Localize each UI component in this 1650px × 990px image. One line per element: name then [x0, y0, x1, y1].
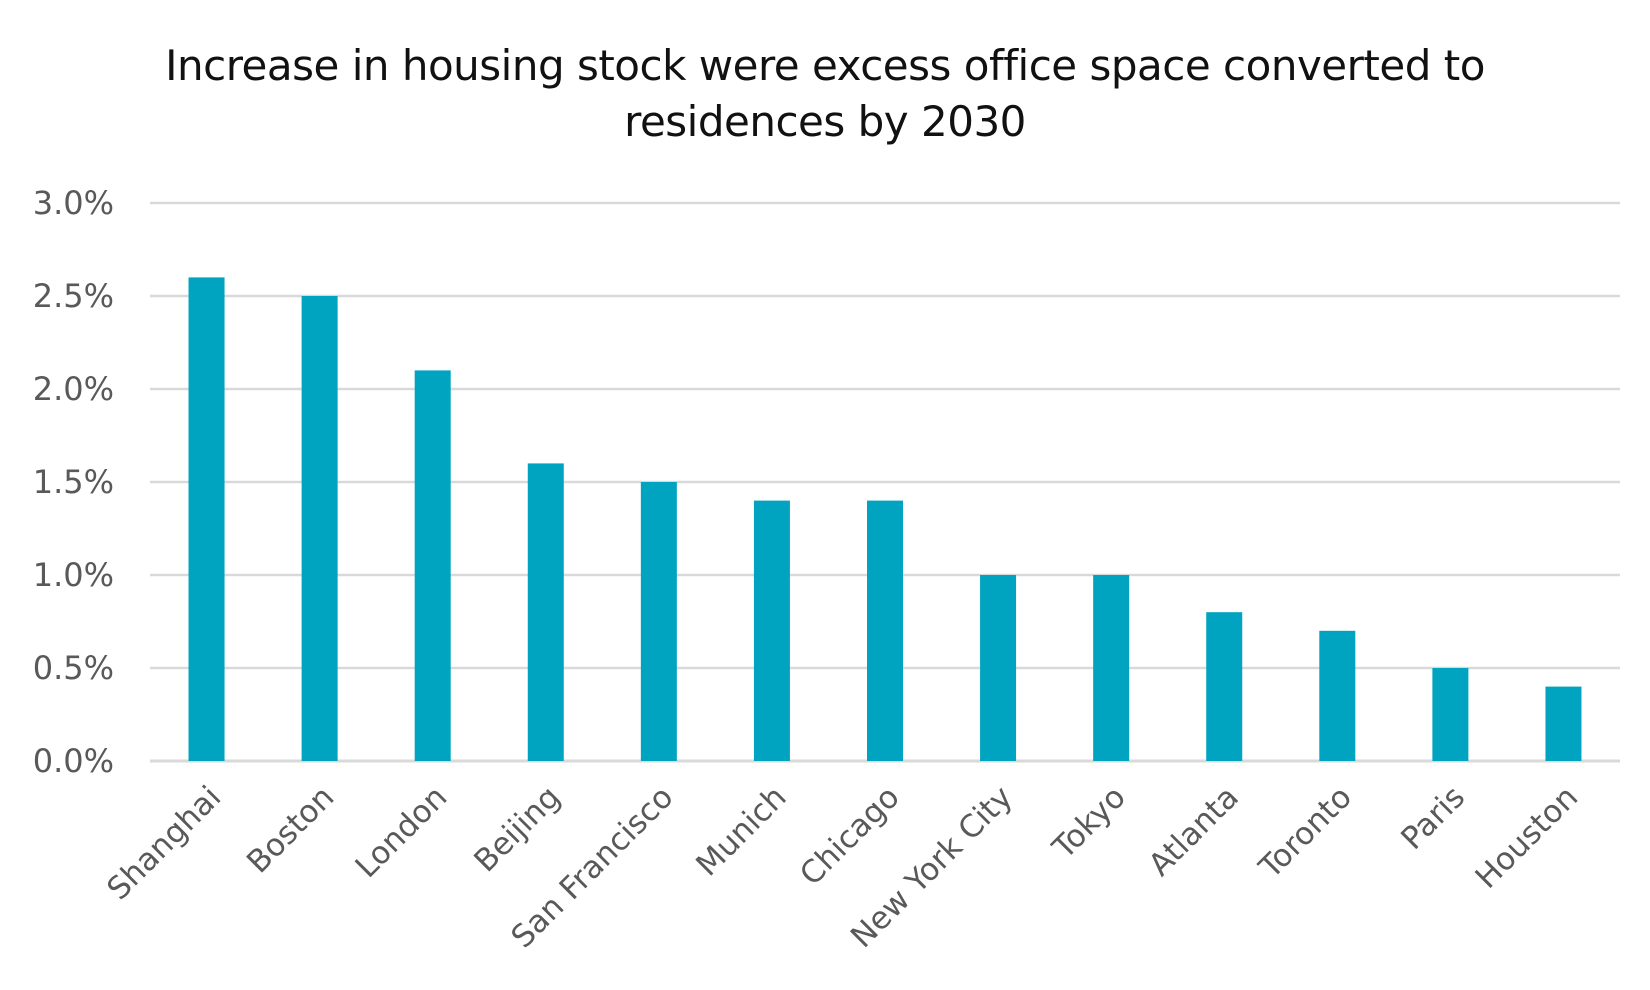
bars	[188, 277, 1582, 761]
bar-atlanta	[1206, 612, 1243, 761]
y-tick-label: 3.0%	[33, 184, 114, 222]
y-tick-label: 2.5%	[33, 277, 114, 315]
chart-title-line-2: residences by 2030	[624, 97, 1026, 146]
x-tick-label: Shanghai	[100, 779, 228, 907]
y-tick-label: 1.0%	[33, 556, 114, 594]
chart-title-line-1: Increase in housing stock were excess of…	[165, 41, 1485, 90]
y-tick-label: 2.0%	[33, 370, 114, 408]
x-tick-label: Toronto	[1252, 779, 1359, 886]
bar-beijing	[527, 463, 564, 761]
x-tick-label: Atlanta	[1142, 779, 1246, 883]
x-tick-label: Houston	[1469, 779, 1586, 896]
bar-boston	[301, 296, 338, 761]
bar-new-york-city	[980, 575, 1017, 761]
y-axis-ticks: 0.0% 0.5% 1.0% 1.5% 2.0% 2.5% 3.0%	[33, 184, 114, 780]
y-tick-label: 0.0%	[33, 742, 114, 780]
x-tick-label: Boston	[240, 779, 341, 880]
x-tick-label: Tokyo	[1045, 779, 1133, 867]
x-tick-label: Paris	[1394, 779, 1472, 857]
bar-toronto	[1319, 630, 1356, 761]
bar-paris	[1432, 668, 1469, 761]
bar-munich	[753, 500, 790, 761]
y-tick-label: 1.5%	[33, 463, 114, 501]
x-tick-label: Chicago	[793, 779, 907, 893]
bar-shanghai	[188, 277, 225, 761]
bar-london	[414, 370, 451, 761]
x-tick-label: Munich	[689, 779, 793, 883]
bar-tokyo	[1093, 575, 1130, 761]
bar-houston	[1545, 686, 1582, 761]
x-tick-label: London	[349, 779, 455, 885]
bar-chicago	[867, 500, 903, 761]
x-tick-label: Beijing	[467, 779, 567, 879]
y-tick-label: 0.5%	[33, 649, 114, 687]
bar-san-francisco	[640, 482, 677, 761]
